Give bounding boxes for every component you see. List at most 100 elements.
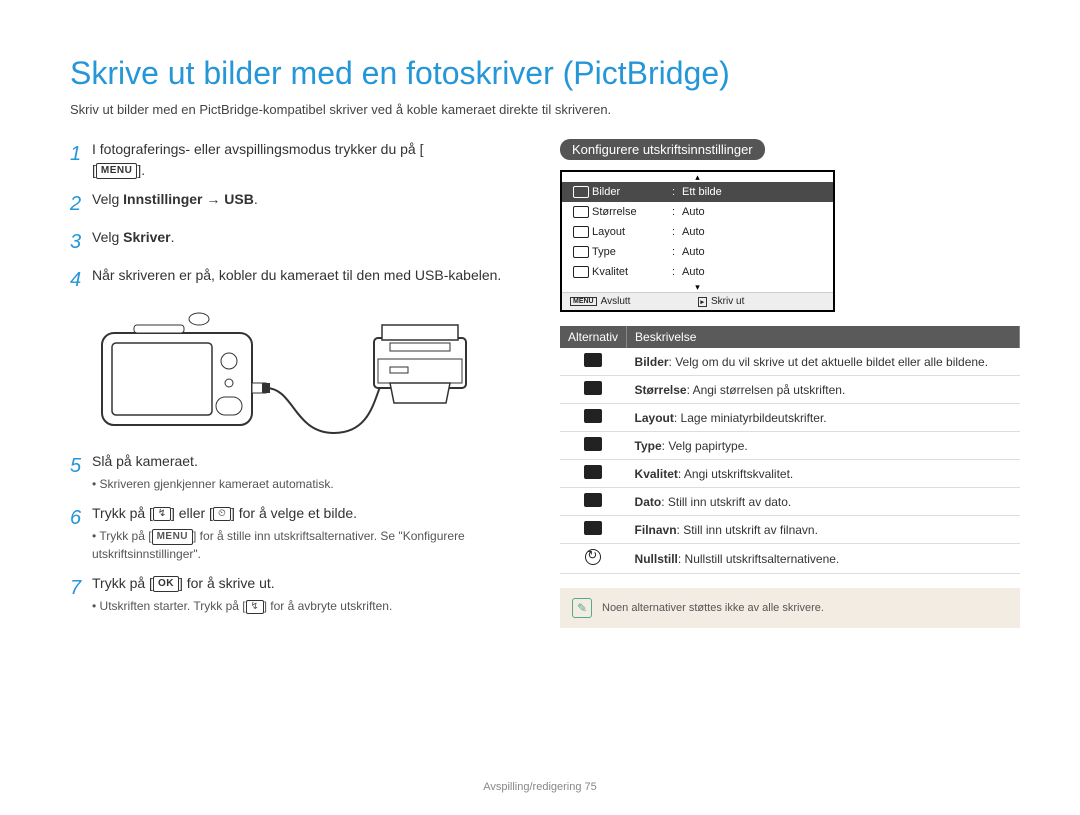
step-text: Velg: [92, 191, 123, 207]
row-value: Auto: [682, 226, 825, 238]
option-icon: [584, 521, 602, 535]
menu-key-icon: MENU: [152, 529, 193, 545]
option-icon: [584, 409, 602, 423]
timer-key-icon: ⏲: [213, 507, 231, 521]
step-text: ] for å velge et bilde.: [231, 505, 357, 521]
table-header: Alternativ: [560, 326, 627, 348]
step-text: ].: [137, 162, 145, 178]
option-desc: Type: Velg papirtype.: [627, 432, 1020, 460]
scroll-up-icon: ▴: [562, 172, 833, 182]
lcd-row: Type:Auto: [562, 242, 833, 262]
row-label: Kvalitet: [592, 266, 672, 278]
step-number: 1: [70, 139, 92, 181]
step-sub: Utskriften starter. Trykk på [↯] for å a…: [92, 597, 530, 615]
row-icon: [570, 204, 592, 220]
step-2: 2 Velg Innstillinger → USB.: [70, 189, 530, 219]
step-number: 2: [70, 189, 92, 219]
ok-key-icon: OK: [153, 576, 179, 592]
lcd-row: Kvalitet:Auto: [562, 262, 833, 282]
menu-key-icon: MENU: [96, 163, 137, 179]
option-desc: Filnavn: Still inn utskrift av filnavn.: [627, 516, 1020, 544]
row-label: Bilder: [592, 186, 672, 198]
option-icon: [584, 493, 602, 507]
left-column: 1 I fotograferings- eller avspillingsmod…: [70, 139, 530, 628]
table-row: Størrelse: Angi størrelsen på utskriften…: [560, 376, 1020, 404]
scroll-down-icon: ▾: [562, 282, 833, 292]
row-value: Auto: [682, 266, 825, 278]
step-3: 3 Velg Skriver.: [70, 227, 530, 257]
camera-printer-illustration: [94, 303, 474, 443]
row-value: Auto: [682, 206, 825, 218]
lcd-row: Størrelse:Auto: [562, 202, 833, 222]
step-number: 6: [70, 503, 92, 565]
lcd-screen: ▴ Bilder:Ett bildeStørrelse:AutoLayout:A…: [560, 170, 835, 312]
option-desc: Størrelse: Angi størrelsen på utskriften…: [627, 376, 1020, 404]
row-icon: [570, 264, 592, 280]
option-icon: [584, 465, 602, 479]
step-text: Velg: [92, 229, 123, 245]
row-label: Type: [592, 246, 672, 258]
option-icon: [585, 549, 601, 565]
option-desc: Nullstill: Nullstill utskriftsalternativ…: [627, 544, 1020, 574]
step-sub: Skriveren gjenkjenner kameraet automatis…: [92, 475, 530, 493]
page-footer: Avspilling/redigering 75: [0, 781, 1080, 793]
step-text: Trykk på [: [92, 505, 153, 521]
table-row: Nullstill: Nullstill utskriftsalternativ…: [560, 544, 1020, 574]
step-text: Trykk på [: [92, 575, 153, 591]
table-row: Layout: Lage miniatyrbildeutskrifter.: [560, 404, 1020, 432]
step-text: .: [171, 229, 175, 245]
option-icon: [584, 437, 602, 451]
flash-key-icon: ↯: [246, 600, 264, 614]
menu-key-icon: MENU: [570, 297, 597, 306]
options-table: Alternativ Beskrivelse Bilder: Velg om d…: [560, 326, 1020, 574]
row-value: Auto: [682, 246, 825, 258]
lcd-foot-label: Avslutt: [601, 296, 631, 307]
table-row: Dato: Still inn utskrift av dato.: [560, 488, 1020, 516]
lcd-row: Layout:Auto: [562, 222, 833, 242]
step-text: ] eller [: [171, 505, 213, 521]
step-number: 3: [70, 227, 92, 257]
step-4: 4 Når skriveren er på, kobler du kamerae…: [70, 265, 530, 295]
option-desc: Dato: Still inn utskrift av dato.: [627, 488, 1020, 516]
option-icon: [584, 381, 602, 395]
step-text: Når skriveren er på, kobler du kameraet …: [92, 265, 530, 295]
step-6: 6 Trykk på [↯] eller [⏲] for å velge et …: [70, 503, 530, 565]
step-number: 4: [70, 265, 92, 295]
option-desc: Bilder: Velg om du vil skrive ut det akt…: [627, 348, 1020, 376]
intro-text: Skriv ut bilder med en PictBridge-kompat…: [70, 102, 1020, 117]
lcd-foot-label: Skriv ut: [711, 296, 744, 307]
step-text: I fotograferings- eller avspillingsmodus…: [92, 141, 423, 157]
step-7: 7 Trykk på [OK] for å skrive ut. Utskrif…: [70, 573, 530, 617]
step-number: 5: [70, 451, 92, 495]
step-number: 7: [70, 573, 92, 617]
row-value: Ett bilde: [682, 186, 825, 198]
step-text: Slå på kameraet.: [92, 453, 198, 469]
step-text: ] for å skrive ut.: [179, 575, 275, 591]
step-bold: Skriver: [123, 229, 170, 245]
lcd-row: Bilder:Ett bilde: [562, 182, 833, 202]
row-icon: [570, 224, 592, 240]
step-text: .: [254, 191, 258, 207]
note-box: ✎ Noen alternativer støttes ikke av alle…: [560, 588, 1020, 628]
info-icon: ✎: [572, 598, 592, 618]
step-5: 5 Slå på kameraet. Skriveren gjenkjenner…: [70, 451, 530, 495]
option-desc: Layout: Lage miniatyrbildeutskrifter.: [627, 404, 1020, 432]
row-label: Størrelse: [592, 206, 672, 218]
page-title: Skrive ut bilder med en fotoskriver (Pic…: [70, 55, 1020, 92]
row-label: Layout: [592, 226, 672, 238]
lcd-footer: MENU Avslutt ▸Skriv ut: [562, 292, 833, 310]
table-row: Kvalitet: Angi utskriftskvalitet.: [560, 460, 1020, 488]
table-row: Filnavn: Still inn utskrift av filnavn.: [560, 516, 1020, 544]
step-bold: Innstillinger → USB: [123, 191, 254, 207]
section-header: Konfigurere utskriftsinnstillinger: [560, 139, 765, 160]
play-key-icon: ▸: [698, 297, 708, 307]
row-icon: [570, 184, 592, 200]
table-header: Beskrivelse: [627, 326, 1020, 348]
row-icon: [570, 244, 592, 260]
option-desc: Kvalitet: Angi utskriftskvalitet.: [627, 460, 1020, 488]
note-text: Noen alternativer støttes ikke av alle s…: [602, 602, 824, 614]
table-row: Bilder: Velg om du vil skrive ut det akt…: [560, 348, 1020, 376]
flash-key-icon: ↯: [153, 507, 171, 521]
table-row: Type: Velg papirtype.: [560, 432, 1020, 460]
step-1: 1 I fotograferings- eller avspillingsmod…: [70, 139, 530, 181]
